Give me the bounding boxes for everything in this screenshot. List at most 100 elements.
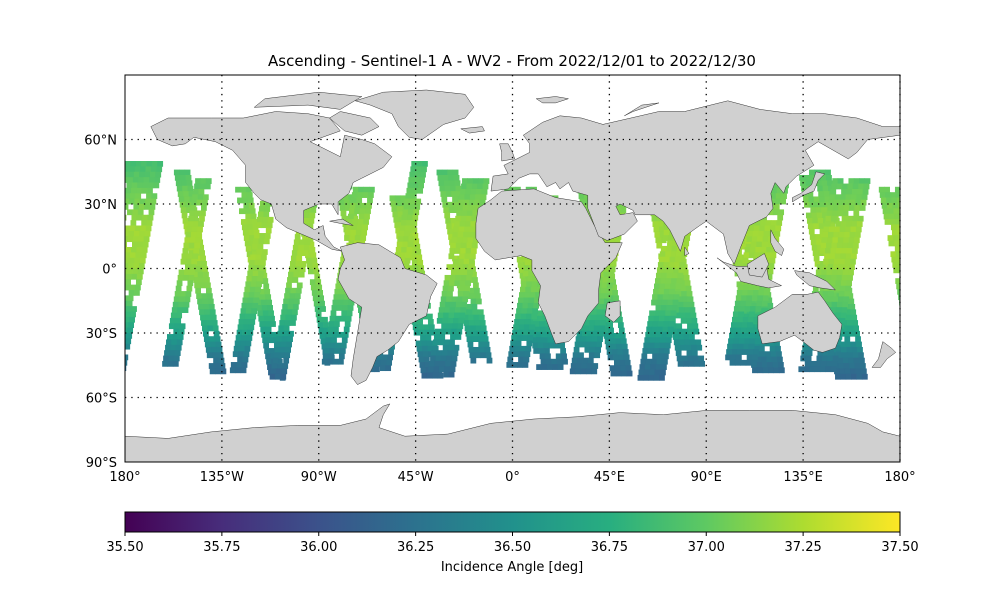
swath-cell [814, 260, 821, 267]
swath-cell [191, 226, 198, 233]
swath-cell [458, 285, 465, 292]
swath-cell [441, 196, 448, 203]
swath-cell [294, 293, 301, 300]
swath-cell [217, 352, 224, 359]
swath-cell [441, 323, 448, 330]
swath-cell [107, 349, 113, 355]
swath-cell [731, 322, 737, 329]
swath-cell [455, 215, 462, 222]
swath-cell [192, 221, 199, 227]
swath-cell [825, 366, 832, 373]
swath-cell [173, 296, 180, 303]
swath-cell [602, 327, 609, 334]
swath-cell [822, 185, 829, 192]
swath-cell [337, 299, 344, 306]
swath-cell [254, 292, 260, 298]
swath-cell [441, 350, 448, 356]
swath-cell [517, 329, 524, 336]
swath-cell [471, 242, 478, 249]
swath-cell [272, 331, 278, 338]
swath-cell [804, 201, 810, 208]
swath-cell [777, 214, 784, 221]
swath-cell [141, 161, 147, 167]
swath-cell [455, 334, 462, 340]
swath-cell [466, 242, 473, 249]
swath-cell [141, 220, 148, 226]
swath-cell [448, 253, 455, 260]
swath-cell [139, 198, 146, 205]
swath-cell [586, 363, 593, 369]
swath-cell [849, 363, 856, 369]
swath-cell [460, 307, 467, 313]
swath-cell [841, 215, 848, 222]
swath-cell [470, 298, 477, 305]
swath-cell [449, 366, 456, 373]
swath-cell [434, 328, 441, 335]
swath-cell [476, 188, 483, 195]
swath-cell [420, 171, 426, 178]
swath-cell [481, 188, 488, 195]
swath-cell [97, 317, 103, 323]
swath-cell [662, 353, 669, 360]
swath-cell [149, 177, 155, 183]
swath-cell [585, 368, 592, 375]
swath-cell [469, 293, 476, 300]
swath-cell [206, 352, 213, 359]
swath-cell [430, 355, 436, 362]
swath-cell [651, 326, 658, 333]
swath-cell [613, 354, 619, 361]
swath-cell [453, 312, 460, 319]
swath-cell [256, 305, 263, 311]
swath-cell [663, 288, 670, 295]
swath-cell [755, 247, 762, 253]
land-south-america [337, 242, 438, 385]
swath-cell [129, 225, 136, 232]
swath-cell [527, 335, 534, 341]
swath-cell [894, 186, 900, 193]
swath-cell [254, 233, 260, 239]
swath-cell [112, 231, 118, 237]
swath-cell [447, 201, 454, 208]
swath-cell [310, 284, 317, 291]
swath-cell [486, 357, 493, 364]
swath-cell [444, 366, 451, 373]
swath-cell [230, 362, 237, 368]
swath-cell [444, 212, 451, 219]
swath-cell [440, 296, 447, 303]
swath-cell [163, 355, 169, 362]
swath-cell [830, 248, 837, 254]
swath-cell [102, 290, 108, 296]
swath-cell [328, 353, 334, 360]
swath-cell [659, 342, 666, 349]
swath-cell [742, 257, 749, 264]
swath-cell [767, 362, 774, 368]
swath-cell [729, 359, 736, 366]
swath-cell [839, 258, 846, 265]
swath-cell [774, 340, 780, 347]
swath-cell [411, 161, 418, 167]
swath-cell [274, 346, 281, 353]
swath-cell [128, 263, 134, 269]
swath-cell [456, 269, 463, 276]
swath-cell [144, 230, 151, 237]
swath-cell [137, 209, 144, 216]
swath-cell [847, 293, 854, 300]
swath-cell [118, 317, 124, 323]
swath-cell [607, 277, 614, 283]
swath-cell [586, 336, 593, 343]
swath-cell [842, 210, 849, 217]
swath-cell [471, 183, 478, 190]
swath-cell [852, 248, 858, 254]
land-nova-zembla [624, 102, 659, 117]
swath-cell [408, 177, 415, 183]
swath-cell [767, 268, 774, 275]
swath-cell [654, 231, 661, 238]
swath-cell [837, 210, 844, 217]
swath-cell [598, 330, 604, 337]
swath-cell [445, 191, 452, 197]
swath-cell [201, 260, 207, 267]
swath-cell [518, 297, 524, 304]
swath-cell [825, 274, 832, 281]
swath-cell [821, 269, 828, 276]
swath-cell [840, 280, 847, 287]
